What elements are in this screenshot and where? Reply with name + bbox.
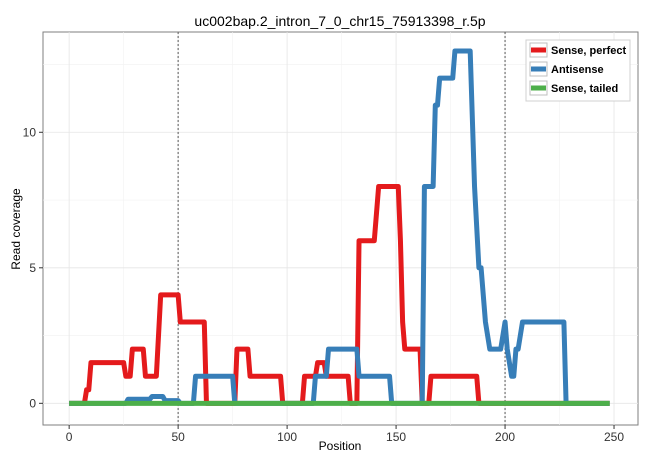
- y-axis-title: Read coverage: [9, 188, 23, 270]
- x-tick-label: 200: [495, 430, 515, 444]
- y-tick-label: 5: [29, 261, 36, 275]
- y-tick-label: 10: [23, 125, 37, 139]
- x-tick-label: 150: [386, 430, 406, 444]
- x-tick-label: 250: [604, 430, 624, 444]
- y-tick-label: 0: [29, 396, 36, 410]
- legend: Sense, perfect Antisense Sense, tailed: [525, 39, 631, 102]
- series-line-1: [69, 183, 610, 406]
- reference-lines: [177, 32, 506, 425]
- legend-label: Antisense: [551, 64, 604, 76]
- chart-title: uc002bap.2_intron_7_0_chr15_75913398_r.5…: [194, 13, 485, 29]
- y-axis: 0 5 10: [23, 125, 43, 410]
- x-axis-title: Position: [319, 439, 362, 453]
- minor-grid: [43, 32, 638, 425]
- legend-label: Sense, perfect: [551, 45, 627, 57]
- x-tick-label: 0: [66, 430, 73, 444]
- x-tick-label: 50: [171, 430, 185, 444]
- legend-label: Sense, tailed: [551, 83, 618, 95]
- series-layer: [69, 48, 610, 406]
- x-tick-label: 100: [277, 430, 297, 444]
- x-axis: 0 50 100 150 200 250: [66, 425, 624, 444]
